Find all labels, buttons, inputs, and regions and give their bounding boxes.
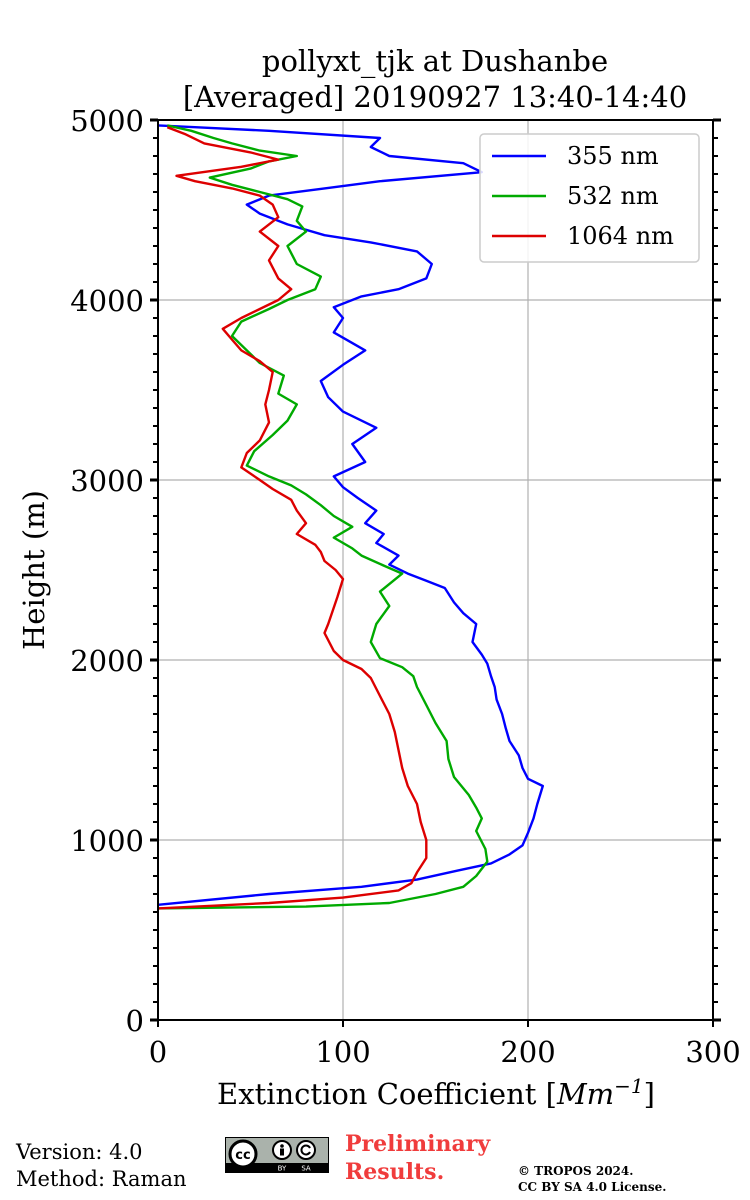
y-axis-label: Height (m)	[17, 490, 51, 650]
attribution-icon-head	[280, 1144, 284, 1148]
y-tick-label: 5000	[70, 104, 144, 138]
axis-ticks	[150, 118, 721, 1027]
series-line-355-nm	[157, 124, 544, 906]
cc-by-sa-badge: cc BY SA	[225, 1137, 329, 1173]
grid	[158, 120, 713, 1020]
x-tick-labels: 0 100 200 300	[149, 1035, 741, 1069]
x-tick-label: 100	[315, 1035, 370, 1069]
attribution-icon-body	[280, 1148, 284, 1156]
legend-label-532: 532 nm	[567, 182, 659, 210]
cc-logo-text: cc	[235, 1148, 250, 1163]
method-text: Method: Raman	[16, 1167, 187, 1191]
cc-by-text: BY	[278, 1165, 287, 1173]
y-tick-label: 0	[126, 1004, 144, 1038]
y-tick-label: 2000	[70, 644, 144, 678]
preliminary-text-line1: Preliminary	[345, 1131, 491, 1157]
x-axis-label: Extinction Coefficient [Mm−1]	[217, 1074, 655, 1111]
series-line-1064-nm	[157, 126, 428, 910]
y-tick-labels: 0 1000 2000 3000 4000 5000	[70, 104, 144, 1038]
legend-box	[479, 133, 700, 263]
share-alike-icon-arc	[300, 1144, 311, 1156]
x-tick-label: 200	[500, 1035, 555, 1069]
series-line-532-nm	[157, 124, 489, 910]
chart-title-line1: pollyxt_tjk at Dushanbe	[262, 44, 608, 79]
data-series	[157, 124, 544, 910]
x-tick-label: 300	[685, 1035, 740, 1069]
version-text: Version: 4.0	[16, 1140, 143, 1164]
x-tick-label: 0	[149, 1035, 167, 1069]
chart-title-line2: [Averaged] 20190927 13:40-14:40	[183, 80, 687, 114]
preliminary-text-line2: Results.	[345, 1159, 445, 1185]
cc-logo-icon	[228, 1139, 258, 1169]
cc-sa-text: SA	[301, 1165, 311, 1173]
y-tick-label: 1000	[70, 824, 144, 858]
share-alike-icon	[296, 1140, 316, 1160]
legend: 355 nm 532 nm 1064 nm	[479, 133, 700, 263]
copyright-text-line2: CC BY SA 4.0 License.	[518, 1180, 667, 1194]
y-tick-label: 3000	[70, 464, 144, 498]
y-tick-label: 4000	[70, 284, 144, 318]
legend-label-1064: 1064 nm	[567, 222, 674, 250]
legend-label-355: 355 nm	[567, 142, 659, 170]
copyright-text-line1: © TROPOS 2024.	[518, 1164, 634, 1178]
cc-badge-bottom-band	[226, 1163, 328, 1172]
